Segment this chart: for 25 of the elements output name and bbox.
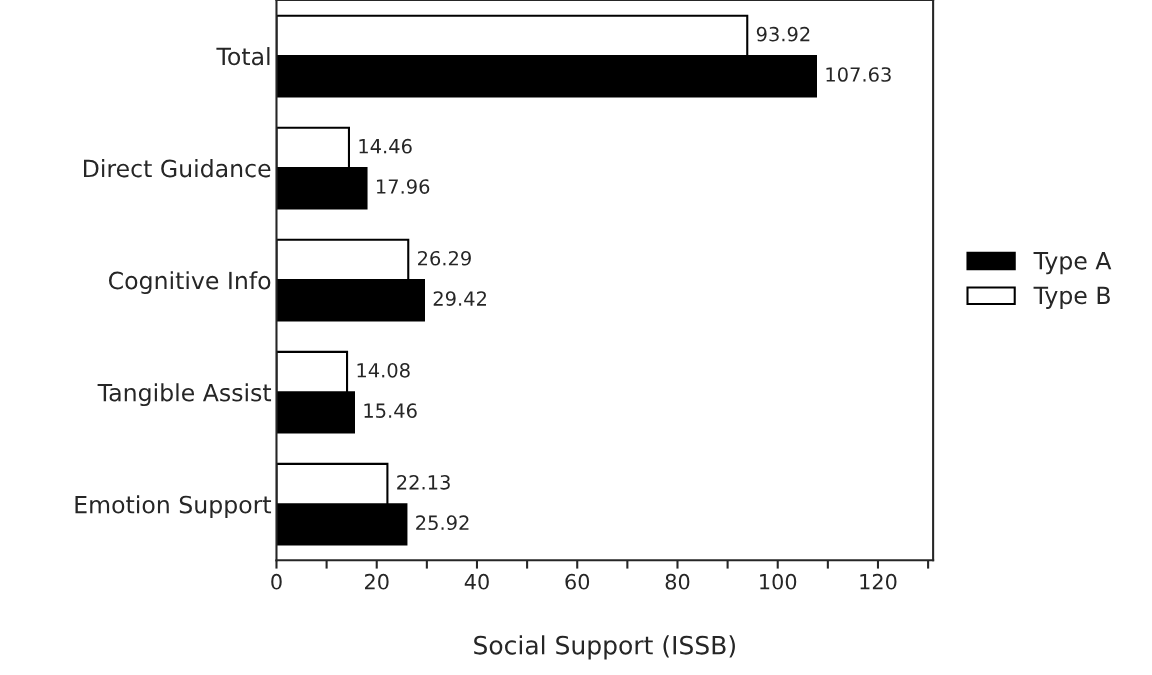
x-tick-label: 0 bbox=[271, 573, 282, 590]
x-tick-label: 100 bbox=[760, 573, 797, 590]
data-label: 25.92 bbox=[416, 515, 469, 531]
x-tick-label: 60 bbox=[565, 573, 590, 590]
x-tick-label: 40 bbox=[464, 573, 489, 590]
y-tick-label: Direct Guidance bbox=[84, 159, 271, 178]
data-label: 15.46 bbox=[364, 403, 417, 418]
data-label: 17.96 bbox=[376, 179, 430, 194]
x-axis-title: Social Support (ISSB) bbox=[474, 635, 735, 660]
data-label: 22.13 bbox=[397, 474, 450, 490]
x-tick-label: 120 bbox=[860, 573, 897, 590]
legend-label: Type B bbox=[1033, 286, 1110, 309]
data-label: 14.08 bbox=[357, 362, 410, 378]
data-label: 14.46 bbox=[359, 138, 412, 154]
data-label: 26.29 bbox=[418, 250, 471, 266]
y-tick-label: Emotion Support bbox=[75, 495, 272, 519]
y-tick-label: Tangible Assist bbox=[97, 383, 272, 407]
data-label: 107.63 bbox=[826, 67, 891, 82]
data-label: 93.92 bbox=[756, 26, 810, 42]
x-tick-label: 80 bbox=[665, 573, 690, 590]
y-tick-label: Cognitive Info bbox=[108, 271, 271, 295]
data-label: 29.42 bbox=[433, 291, 486, 306]
x-tick-label: 20 bbox=[365, 573, 389, 590]
legend-label: Type A bbox=[1033, 252, 1112, 275]
y-tick-label: Total bbox=[216, 47, 270, 66]
